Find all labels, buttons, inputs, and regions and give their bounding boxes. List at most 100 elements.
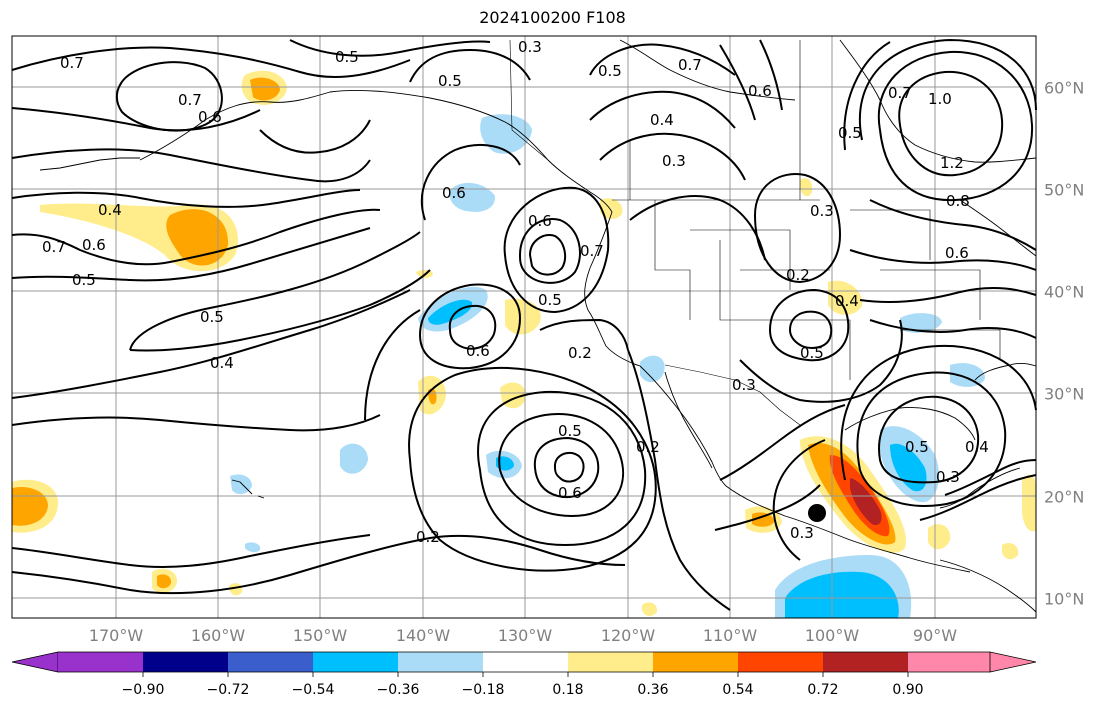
colorbar-tick-label: 0.36 [637, 682, 669, 698]
contour-line [859, 287, 1037, 304]
colorbar-tick-label: 0.54 [722, 682, 754, 698]
longitude-label: 100°W [804, 626, 860, 645]
contour-line [11, 189, 361, 208]
shading-blue-alaska [480, 114, 532, 154]
contour-line [768, 288, 850, 362]
contour-line [849, 249, 1037, 271]
shading-yellow-small-3 [642, 602, 658, 616]
coastline-alaska [139, 89, 613, 213]
contour-label: 0.6 [82, 236, 106, 254]
contour-lines [11, 38, 1037, 611]
colorbar-segment [228, 652, 313, 672]
coastline-baja [639, 365, 727, 487]
contour-label: 0.6 [442, 184, 466, 202]
contour-line [11, 414, 381, 432]
contour-line [878, 395, 980, 484]
shading-blue-florida [950, 363, 985, 387]
coastline-west-us [584, 211, 641, 367]
shading-yellow-east-4 [1002, 543, 1019, 560]
contour-label: 0.6 [945, 244, 969, 262]
contour-line [11, 534, 371, 568]
contour-label: 0.3 [936, 468, 960, 486]
contour-line [629, 195, 766, 261]
colorbar-segment [908, 652, 990, 672]
contour-label: 1.2 [940, 154, 964, 172]
shading-blue-small-2 [245, 542, 261, 553]
shading-blue-small-hawaii [230, 474, 252, 495]
contour-labels: 0.7 0.5 0.3 0.5 0.5 0.7 0.6 0.7 0.6 0.4 … [42, 38, 989, 546]
colorbar-segment [738, 652, 823, 672]
contour-line [129, 269, 431, 352]
shading-orange-mexico-peak [850, 478, 882, 526]
contour-label: 0.4 [210, 354, 234, 372]
shading-blue-mid-1-core [428, 299, 473, 325]
border-state-2 [690, 229, 791, 290]
contour-line [289, 39, 491, 57]
shading-orange-small-sw-core [157, 574, 172, 589]
contour-label: 0.5 [905, 438, 929, 456]
contour-line [259, 119, 371, 154]
contour-line [408, 366, 657, 572]
contour-label: 0.4 [965, 438, 989, 456]
contour-line [11, 148, 371, 183]
shading-yellow-east-3 [928, 524, 951, 550]
contour-line [420, 144, 521, 221]
contour-label: 0.6 [198, 108, 222, 126]
contour-line [856, 371, 1007, 507]
contour-line [11, 289, 411, 399]
contour-line [898, 70, 1004, 177]
colorbar-ticks [142, 672, 909, 677]
contour-line [788, 310, 833, 349]
latitude-label: 60°N [1044, 78, 1085, 98]
border-alaska [509, 39, 549, 161]
contour-label: 0.3 [732, 376, 756, 394]
colorbar-tick-label: −0.54 [291, 682, 335, 698]
colorbar [11, 651, 1037, 677]
contour-label: 0.7 [678, 56, 702, 74]
contour-label: 0.5 [72, 271, 96, 289]
contour-line [528, 234, 567, 276]
contour-label: 0.3 [790, 524, 814, 542]
contour-line [599, 132, 746, 181]
contour-line [759, 39, 783, 111]
coastline-gulf [844, 407, 976, 441]
contour-line [11, 227, 371, 282]
contour-label: 0.5 [558, 422, 582, 440]
contour-label: 0.2 [416, 528, 440, 546]
contour-label: 0.2 [636, 438, 660, 456]
colorbar-segment [653, 652, 738, 672]
shading-blue-baja [640, 355, 665, 383]
latitude-label: 20°N [1044, 487, 1085, 507]
contour-label: 0.5 [538, 291, 562, 309]
colorbar-tick-label: −0.72 [206, 682, 250, 698]
contour-label: 0.5 [438, 72, 462, 90]
contour-label: 0.2 [786, 266, 810, 284]
border-state-8 [850, 209, 931, 260]
contour-line [477, 390, 647, 547]
colorbar-tick-label: −0.90 [121, 682, 165, 698]
contour-line [418, 283, 522, 370]
contour-line [858, 38, 1037, 141]
contour-line [11, 46, 411, 78]
map-frame [11, 35, 1037, 619]
contour-line [409, 48, 531, 83]
contour-line [840, 344, 1037, 481]
border-state-1 [654, 200, 691, 320]
colorbar-segment [568, 652, 653, 672]
contour-line [11, 534, 626, 595]
colorbar-tick-label: −0.18 [461, 682, 505, 698]
shading-blue-gulf [449, 182, 496, 212]
island-hawaii-1 [231, 479, 253, 495]
shading-orange-west-core [12, 486, 48, 526]
contour-line [498, 413, 625, 517]
longitude-label: 90°W [912, 626, 958, 645]
shading-yellow-east-2 [1022, 474, 1036, 532]
shading-yellow-mid-2 [505, 298, 541, 335]
latitude-label: 30°N [1044, 384, 1085, 404]
contour-line [772, 439, 826, 561]
contour-line [919, 474, 1037, 521]
colorbar-outline [58, 651, 990, 673]
contour-label: 0.8 [946, 192, 970, 210]
contour-label: 0.6 [466, 342, 490, 360]
contour-line [589, 90, 736, 129]
